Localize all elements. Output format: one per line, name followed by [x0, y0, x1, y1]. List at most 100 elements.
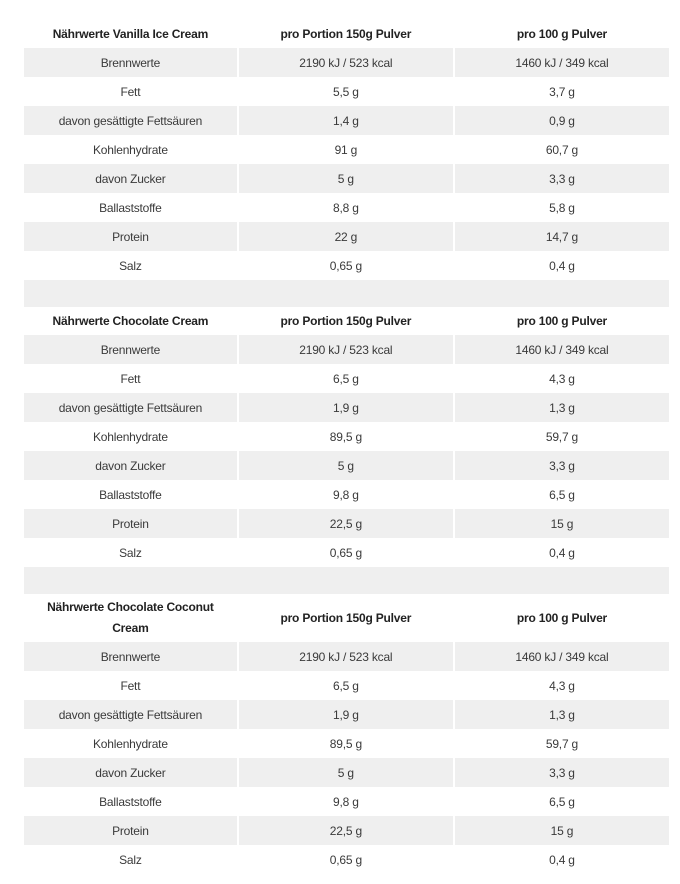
nutrient-value: 5 g — [238, 451, 453, 480]
nutrient-value: 1460 kJ / 349 kcal — [454, 48, 669, 77]
nutrient-value: 22,5 g — [238, 509, 453, 538]
table-row: Fett 5,5 g 3,7 g — [24, 77, 669, 106]
nutrient-value: 0,4 g — [549, 545, 575, 560]
nutrient-value: 1460 kJ / 349 kcal — [454, 335, 669, 364]
nutrient-value: 1,9 g — [238, 700, 453, 729]
nutrient-label: Kohlenhydrate — [93, 736, 168, 751]
table-row: davon gesättigte Fettsäuren 1,4 g 0,9 g — [24, 106, 669, 135]
section-separator — [24, 280, 669, 307]
table-row: Ballaststoffe 9,8 g 6,5 g — [24, 787, 669, 816]
nutrient-value: 1,4 g — [238, 106, 453, 135]
nutrient-value: 1,9 g — [238, 393, 453, 422]
nutrient-label: Protein — [24, 816, 237, 845]
column-header: pro 100 g Pulver — [516, 26, 608, 41]
nutrition-table: Nährwerte Vanilla Ice Cream pro Portion 1… — [22, 20, 671, 874]
separator-cell — [24, 567, 669, 594]
nutrient-value: 9,8 g — [332, 794, 359, 809]
nutrient-value: 0,65 g — [329, 852, 362, 867]
table-row: Kohlenhydrate 89,5 g 59,7 g — [24, 729, 669, 758]
nutrient-label: Ballaststoffe — [99, 200, 162, 215]
table-row: Fett 6,5 g 4,3 g — [24, 364, 669, 393]
nutrient-value: 22 g — [238, 222, 453, 251]
nutrient-label: davon gesättigte Fettsäuren — [24, 393, 237, 422]
nutrient-value: 3,3 g — [454, 164, 669, 193]
nutrient-value: 5 g — [238, 164, 453, 193]
nutrient-value: 0,65 g — [329, 545, 362, 560]
table-row: davon gesättigte Fettsäuren 1,9 g 1,3 g — [24, 700, 669, 729]
nutrient-label: Salz — [119, 258, 142, 273]
nutrient-value: 6,5 g — [332, 678, 359, 693]
nutrient-label: Fett — [120, 84, 141, 99]
nutrient-label: davon Zucker — [24, 451, 237, 480]
nutrient-value: 59,7 g — [545, 736, 579, 751]
table-row: davon Zucker 5 g 3,3 g — [24, 451, 669, 480]
table-row: Brennwerte 2190 kJ / 523 kcal 1460 kJ / 34… — [24, 48, 669, 77]
nutrient-label: Ballaststoffe — [99, 794, 162, 809]
nutrient-value: 3,7 g — [549, 84, 575, 99]
nutrient-label: davon gesättigte Fettsäuren — [24, 700, 237, 729]
nutrient-value: 0,4 g — [549, 258, 575, 273]
table-header-row: Nährwerte Chocolate Coconut Cream pro Por… — [24, 594, 669, 642]
table-row: davon gesättigte Fettsäuren 1,9 g 1,3 g — [24, 393, 669, 422]
table-row: Kohlenhydrate 91 g 60,7 g — [24, 135, 669, 164]
nutrient-value: 14,7 g — [454, 222, 669, 251]
table-row: davon Zucker 5 g 3,3 g — [24, 164, 669, 193]
nutrient-value: 5 g — [238, 758, 453, 787]
nutrient-label: Brennwerte — [24, 642, 237, 671]
table-row: Kohlenhydrate 89,5 g 59,7 g — [24, 422, 669, 451]
nutrient-value: 0,65 g — [329, 258, 362, 273]
nutrient-value: 89,5 g — [329, 429, 362, 444]
nutrition-tables: Nährwerte Vanilla Ice Cream pro Portion 1… — [24, 20, 669, 874]
nutrient-label: Salz — [119, 545, 142, 560]
product-header: Nährwerte Chocolate Coconut Cream — [47, 600, 214, 635]
nutrient-label: Brennwerte — [24, 48, 237, 77]
table-header-row: Nährwerte Chocolate Cream pro Portion 150… — [24, 307, 669, 335]
nutrient-value: 4,3 g — [549, 678, 575, 693]
nutrient-value: 22,5 g — [238, 816, 453, 845]
column-header: pro Portion 150g Pulver — [280, 313, 412, 328]
nutrient-label: Kohlenhydrate — [93, 429, 168, 444]
table-header-row: Nährwerte Vanilla Ice Cream pro Portion 1… — [24, 20, 669, 48]
table-row: Brennwerte 2190 kJ / 523 kcal 1460 kJ / 34… — [24, 642, 669, 671]
nutrient-label: davon gesättigte Fettsäuren — [24, 106, 237, 135]
table-row: Ballaststoffe 8,8 g 5,8 g — [24, 193, 669, 222]
nutrient-value: 15 g — [454, 509, 669, 538]
nutrient-label: davon Zucker — [24, 164, 237, 193]
nutrient-value: 2190 kJ / 523 kcal — [238, 48, 453, 77]
product-header: Nährwerte Chocolate Cream — [52, 313, 209, 328]
table-row: davon Zucker 5 g 3,3 g — [24, 758, 669, 787]
column-header: pro 100 g Pulver — [516, 313, 608, 328]
nutrient-value: 1,3 g — [454, 393, 669, 422]
nutrient-label: Brennwerte — [24, 335, 237, 364]
nutrient-value: 8,8 g — [332, 200, 359, 215]
column-header: pro 100 g Pulver — [516, 610, 608, 625]
nutrient-value: 59,7 g — [545, 429, 579, 444]
nutrient-label: Protein — [24, 509, 237, 538]
nutrient-value: 5,5 g — [332, 84, 359, 99]
nutrient-value: 91 g — [334, 142, 358, 157]
nutrient-label: Kohlenhydrate — [93, 142, 168, 157]
nutrient-value: 1460 kJ / 349 kcal — [454, 642, 669, 671]
column-header: pro Portion 150g Pulver — [280, 610, 412, 625]
nutrient-label: Fett — [120, 678, 141, 693]
product-header: Nährwerte Vanilla Ice Cream — [52, 26, 209, 41]
nutrient-value: 4,3 g — [549, 371, 575, 386]
nutrient-value: 2190 kJ / 523 kcal — [238, 335, 453, 364]
nutrient-value: 60,7 g — [545, 142, 579, 157]
nutrient-value: 3,3 g — [454, 451, 669, 480]
section-separator — [24, 567, 669, 594]
table-row: Salz 0,65 g 0,4 g — [24, 845, 669, 874]
nutrient-value: 5,8 g — [549, 200, 575, 215]
nutrient-value: 0,9 g — [454, 106, 669, 135]
nutrient-value: 6,5 g — [549, 794, 575, 809]
column-header: pro Portion 150g Pulver — [280, 26, 412, 41]
nutrient-label: Fett — [120, 371, 141, 386]
table-row: Fett 6,5 g 4,3 g — [24, 671, 669, 700]
nutrient-label: davon Zucker — [24, 758, 237, 787]
table-row: Salz 0,65 g 0,4 g — [24, 538, 669, 567]
nutrient-value: 89,5 g — [329, 736, 362, 751]
nutrient-value: 9,8 g — [332, 487, 359, 502]
nutrient-value: 1,3 g — [454, 700, 669, 729]
nutrient-label: Protein — [24, 222, 237, 251]
separator-cell — [24, 280, 669, 307]
